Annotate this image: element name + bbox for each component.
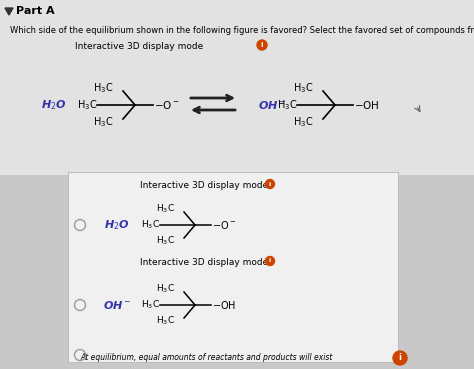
Circle shape xyxy=(393,351,407,365)
Bar xyxy=(0,0,474,175)
Text: H$_3$C: H$_3$C xyxy=(292,115,313,129)
Text: H$_2$O: H$_2$O xyxy=(104,218,130,232)
Text: OH$^-$: OH$^-$ xyxy=(103,299,131,311)
Text: H$_3$C: H$_3$C xyxy=(156,283,175,295)
Text: Which side of the equilibrium shown in the following figure is favored? Select t: Which side of the equilibrium shown in t… xyxy=(10,26,474,35)
Polygon shape xyxy=(5,8,13,15)
Text: At equilibrium, equal amounts of reactants and products will exist: At equilibrium, equal amounts of reactan… xyxy=(80,354,332,362)
Text: $-$O$^-$: $-$O$^-$ xyxy=(212,219,236,231)
Circle shape xyxy=(257,40,267,50)
Text: H$_3$C: H$_3$C xyxy=(156,315,175,327)
Text: $-$OH: $-$OH xyxy=(212,299,236,311)
Circle shape xyxy=(265,179,274,189)
Text: H$_3$C: H$_3$C xyxy=(156,203,175,215)
Text: H$_3$C: H$_3$C xyxy=(141,219,160,231)
Text: H$_3$C: H$_3$C xyxy=(93,81,113,95)
Text: i: i xyxy=(399,354,401,362)
Text: Interactive 3D display mode: Interactive 3D display mode xyxy=(75,42,203,51)
Text: Interactive 3D display mode: Interactive 3D display mode xyxy=(140,258,268,267)
Bar xyxy=(68,172,398,362)
Text: Interactive 3D display mode: Interactive 3D display mode xyxy=(140,181,268,190)
Text: H$_3$C: H$_3$C xyxy=(156,235,175,247)
Text: i: i xyxy=(269,259,271,263)
Text: H$_3$C: H$_3$C xyxy=(292,81,313,95)
Text: H$_3$C: H$_3$C xyxy=(141,299,160,311)
Text: i: i xyxy=(261,42,263,48)
Text: $-$OH: $-$OH xyxy=(354,99,380,111)
Text: Part A: Part A xyxy=(16,6,55,16)
Text: OH$^-$: OH$^-$ xyxy=(258,99,286,111)
Text: H$_3$C: H$_3$C xyxy=(93,115,113,129)
Text: $-$O$^-$: $-$O$^-$ xyxy=(154,99,180,111)
Text: H$_3$C: H$_3$C xyxy=(277,98,297,112)
Bar xyxy=(0,0,474,175)
Text: i: i xyxy=(269,182,271,186)
Circle shape xyxy=(265,256,274,266)
Text: H$_2$O: H$_2$O xyxy=(41,98,67,112)
Text: H$_3$C: H$_3$C xyxy=(77,98,97,112)
